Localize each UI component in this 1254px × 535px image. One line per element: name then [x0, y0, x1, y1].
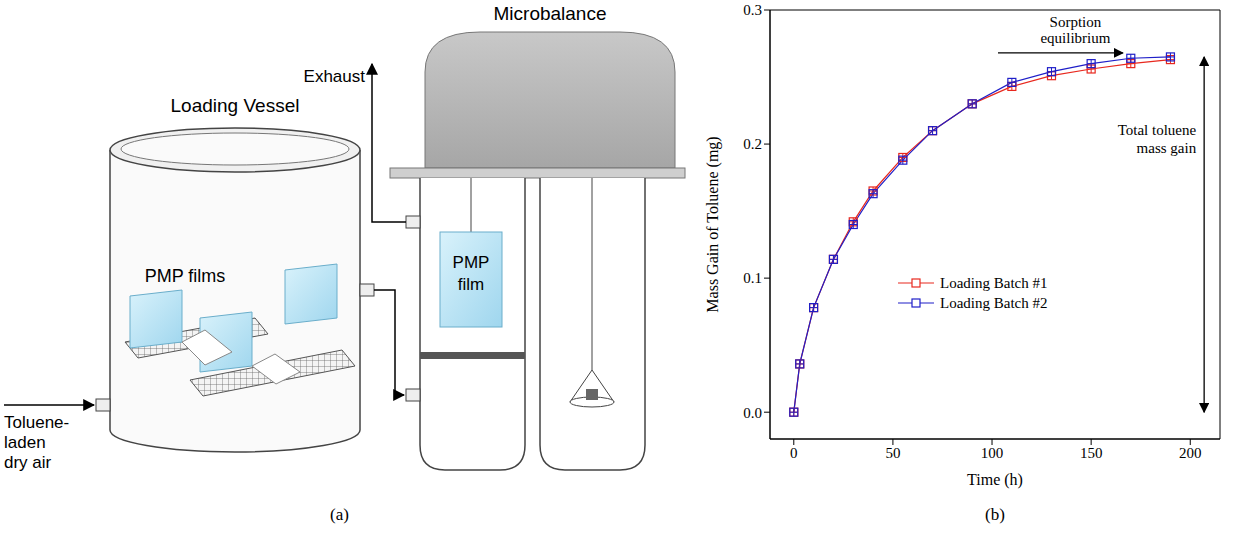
svg-text:100: 100: [981, 445, 1004, 461]
svg-text:200: 200: [1179, 445, 1202, 461]
svg-text:Total toluene: Total toluene: [1118, 122, 1197, 138]
svg-text:Loading Vessel: Loading Vessel: [171, 95, 300, 116]
svg-text:laden: laden: [4, 433, 46, 452]
html-text:(a): (a): [330, 505, 349, 524]
svg-text:dry air: dry air: [4, 453, 52, 472]
svg-text:Microbalance: Microbalance: [494, 3, 607, 24]
svg-text:PMP films: PMP films: [145, 266, 226, 286]
svg-text:0.3: 0.3: [743, 2, 762, 18]
svg-text:Time (h): Time (h): [967, 471, 1023, 489]
svg-text:0.0: 0.0: [743, 405, 762, 421]
html-text:Loading Batch #2: Loading Batch #2: [940, 295, 1048, 311]
svg-text:Toluene-: Toluene-: [4, 413, 69, 432]
svg-text:mass gain: mass gain: [1137, 140, 1197, 156]
svg-text:Mass Gain of Toluene (mg): Mass Gain of Toluene (mg): [704, 136, 722, 312]
svg-text:Exhaust: Exhaust: [304, 67, 366, 86]
svg-text:PMP: PMP: [453, 253, 490, 272]
svg-text:150: 150: [1080, 445, 1103, 461]
html-text:(b): (b): [985, 505, 1005, 524]
svg-text:0: 0: [790, 445, 798, 461]
svg-text:equilibrium: equilibrium: [1040, 30, 1110, 46]
svg-text:50: 50: [885, 445, 900, 461]
svg-text:film: film: [458, 275, 484, 294]
html-text:Loading Batch #1: Loading Batch #1: [940, 275, 1048, 291]
svg-text:0.1: 0.1: [743, 270, 762, 286]
svg-text:0.2: 0.2: [743, 136, 762, 152]
svg-text:Sorption: Sorption: [1050, 14, 1102, 30]
